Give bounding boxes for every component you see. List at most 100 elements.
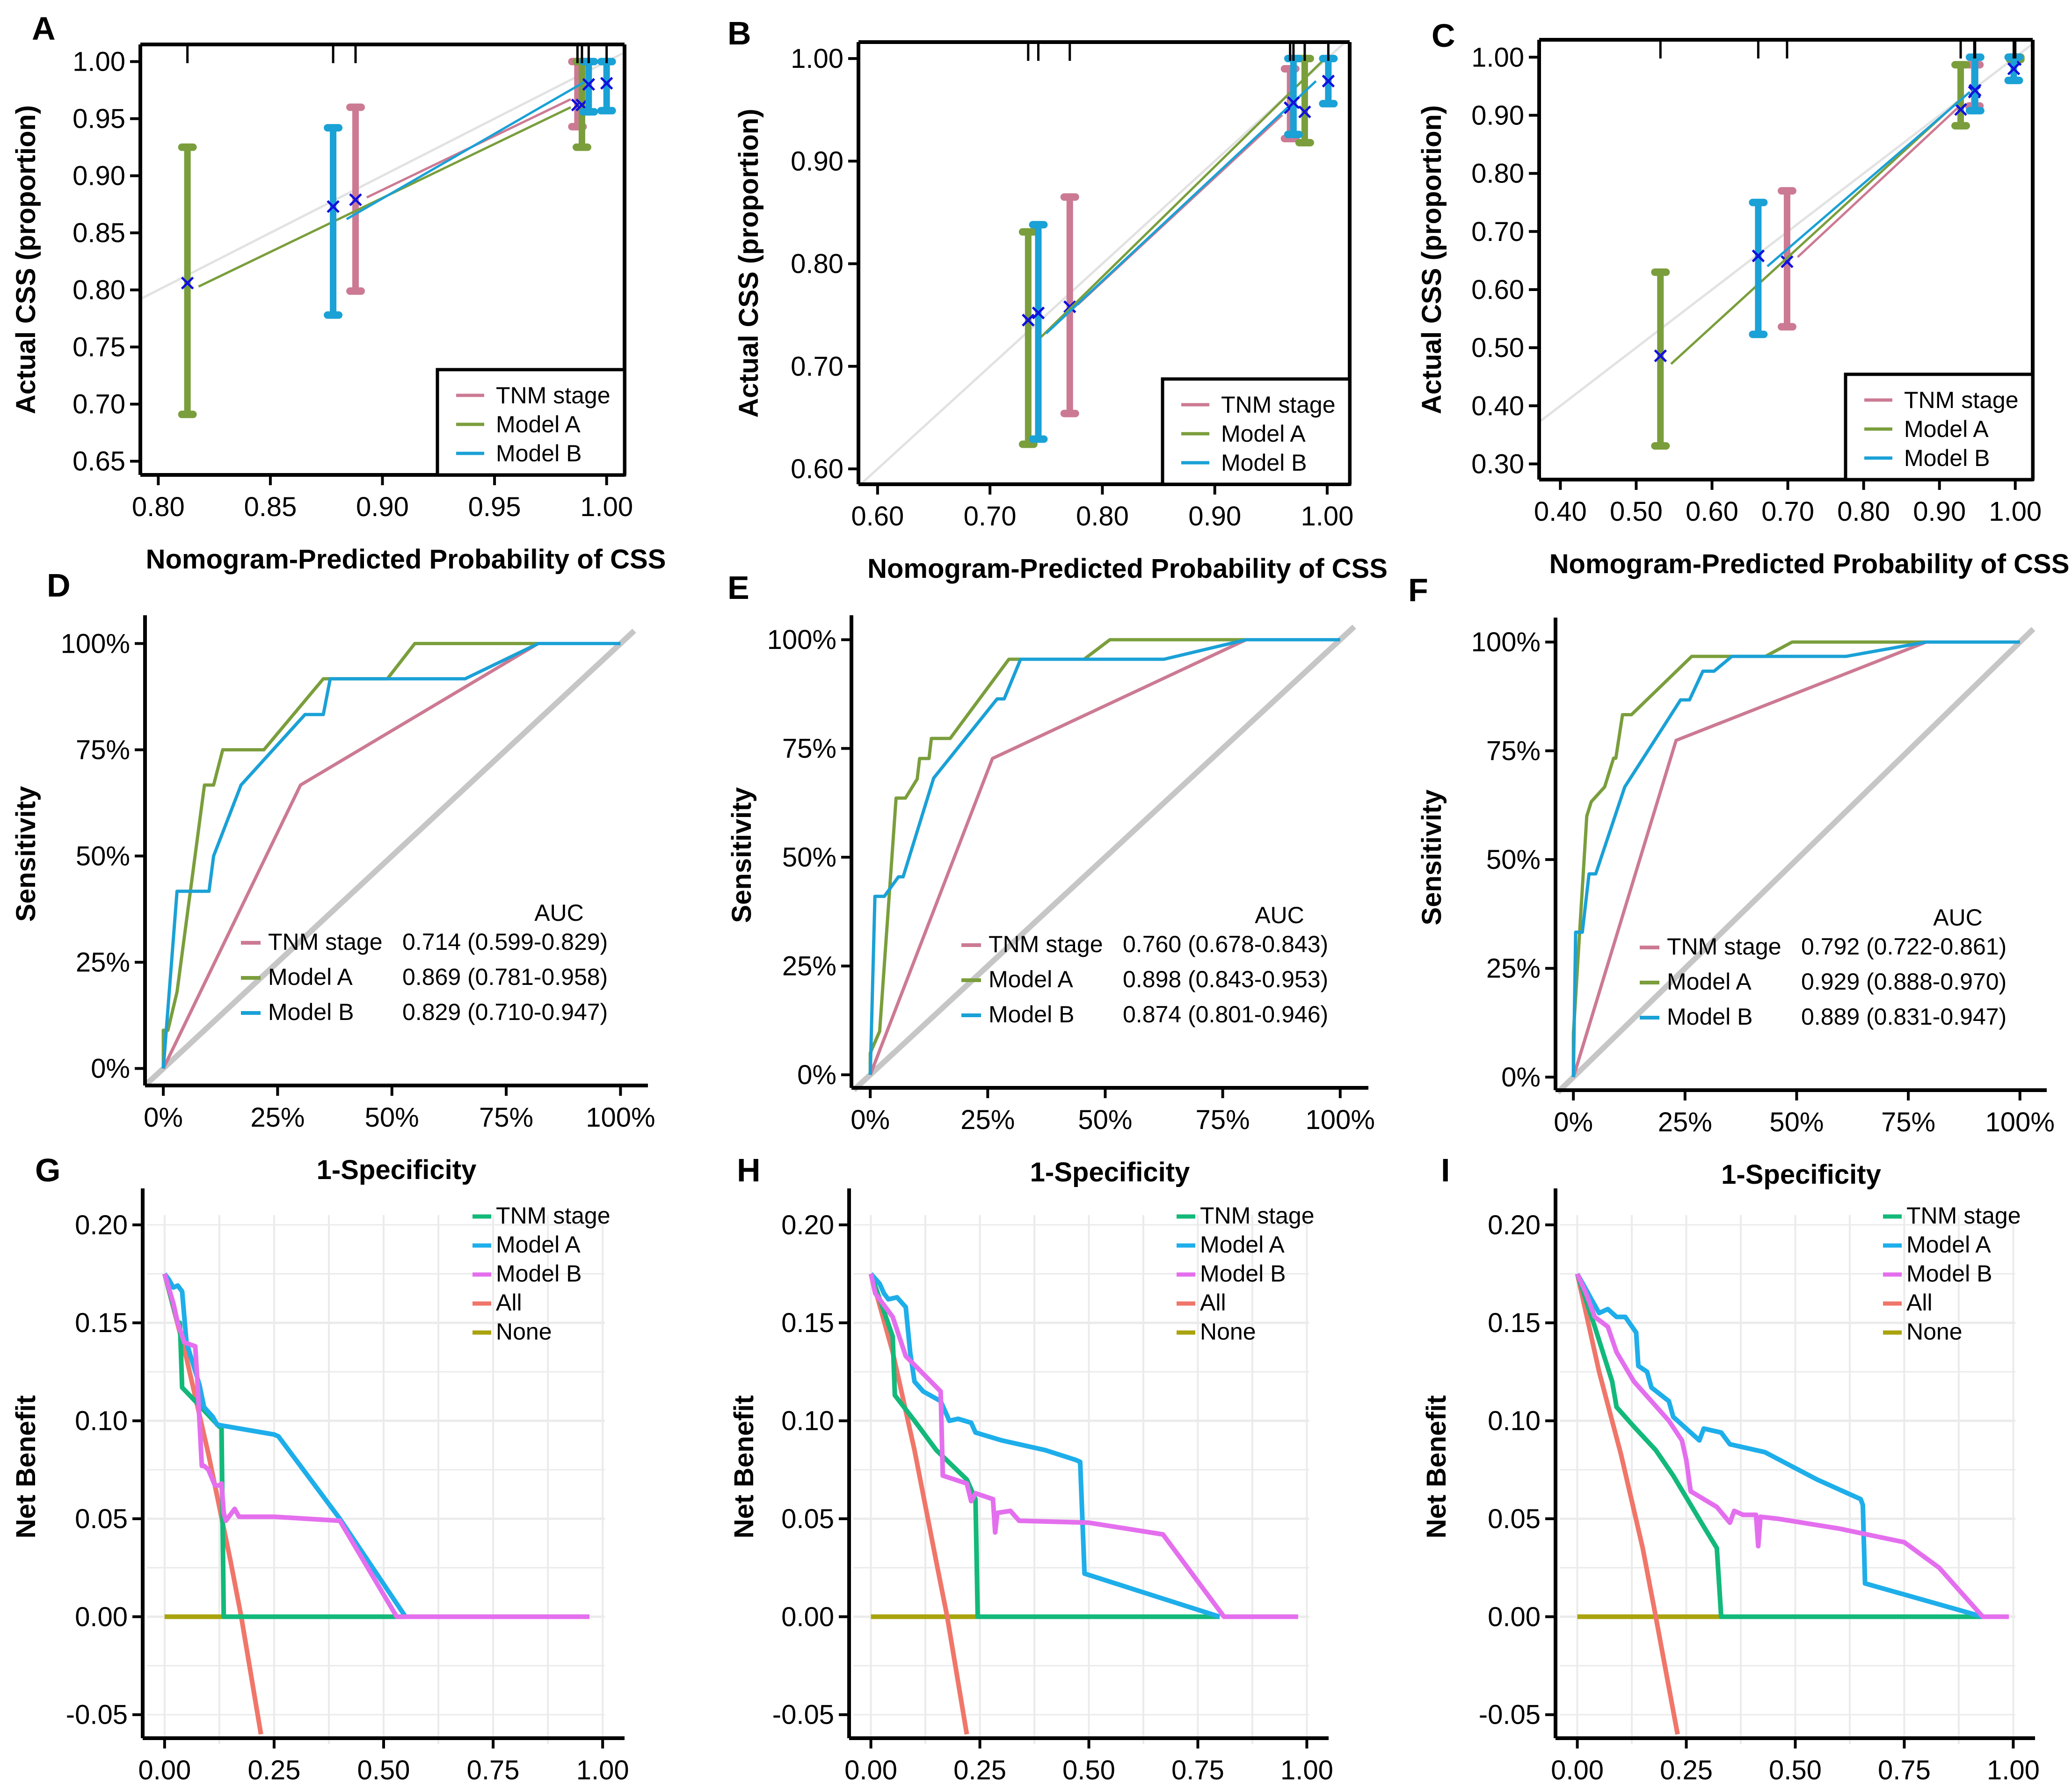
- legend-label: TNM stage: [496, 382, 611, 408]
- point-marker: [1752, 249, 1765, 262]
- y-tick-label: 0.70: [73, 389, 125, 420]
- x-tick-label: 1.00: [576, 1755, 629, 1785]
- point-marker: [1298, 105, 1311, 118]
- panel-i: -0.05 0.00 0.05 0.10 0.15 0.20 0.00 0.25 0.50 0.7…: [1421, 1152, 2040, 1785]
- y-tick-label: 25%: [76, 947, 130, 978]
- roc-curve-model-b: [1571, 640, 2020, 1078]
- x-tick-label: 0.90: [1188, 501, 1241, 532]
- auc-value: 0.889 (0.831-0.947): [1801, 1004, 2007, 1030]
- plot-area: [140, 51, 625, 418]
- x-tick-label: 0.50: [1769, 1755, 1822, 1785]
- series-model-b: [1749, 53, 2023, 338]
- point-marker: [1322, 74, 1335, 88]
- rug-ticks: [1027, 42, 1330, 61]
- x-tick-label: 0.00: [844, 1755, 897, 1785]
- plot-area: [868, 1272, 1298, 1735]
- y-tick-label: 0.90: [791, 146, 843, 176]
- point-marker: [181, 277, 194, 290]
- legend-label: TNM stage: [1221, 392, 1336, 418]
- point-marker: [1287, 96, 1300, 109]
- x-axis-title: 1-Specificity: [1030, 1157, 1190, 1187]
- auc-value: 0.874 (0.801-0.946): [1123, 1001, 1328, 1027]
- dca-curve-model-a: [869, 1272, 1221, 1619]
- legend-label: Model A: [1221, 421, 1306, 447]
- x-tick-label: 50%: [1769, 1107, 1824, 1137]
- y-tick-label: 0.15: [781, 1308, 834, 1338]
- x-tick-label: 75%: [1196, 1105, 1250, 1135]
- fit-line: [1767, 91, 1971, 268]
- y-tick-label: 25%: [782, 951, 836, 982]
- y-tick-label: 0.95: [73, 104, 125, 134]
- x-tick-label: 0.40: [1534, 496, 1587, 527]
- x-tick-label: 75%: [1881, 1107, 1935, 1137]
- panel-h: -0.05 0.00 0.05 0.10 0.15 0.20 0.00 0.25 0.50 0.7…: [729, 1152, 1333, 1785]
- series-tnm-stage: [346, 58, 587, 295]
- y-tick-label: 0.70: [791, 351, 843, 382]
- y-axis-title: Net Benefit: [11, 1395, 41, 1538]
- panel-c: 0.30 0.40 0.50 0.60 0.70 0.80 0.90 1.00 0.40 0.50…: [1417, 17, 2069, 579]
- y-tick-label: 50%: [76, 841, 130, 872]
- x-tick-label: 25%: [1658, 1107, 1712, 1137]
- panel-g: -0.05 0.00 0.05 0.10 0.15 0.20 0.00 0.25 0.50 0.7…: [11, 1152, 629, 1785]
- x-tick-label: 0.95: [468, 492, 521, 522]
- x-tick-label: 0.00: [1551, 1755, 1604, 1785]
- legend-label: Model A: [1904, 416, 1989, 442]
- fit-line: [346, 81, 585, 220]
- panel-letter: A: [32, 10, 56, 47]
- panel-a: 0.65 0.70 0.75 0.80 0.85 0.90 0.95 1.00 0.80 0.85…: [11, 10, 666, 575]
- y-tick-label: 0.10: [75, 1406, 128, 1436]
- x-tick-label: 1.00: [1280, 1755, 1333, 1785]
- dca-curve-model-b: [1575, 1273, 2009, 1619]
- auc-legend: AUC TNM stage 0.792 (0.722-0.861) Model A 0.…: [1640, 904, 2007, 1030]
- dca-curve-tnm-stage: [1575, 1273, 1983, 1619]
- y-tick-label: 0.80: [1471, 159, 1524, 189]
- legend-label: None: [496, 1319, 552, 1345]
- x-tick-label: 1.00: [1989, 496, 2042, 527]
- x-tick-label: 100%: [586, 1102, 655, 1133]
- panel-letter: E: [727, 569, 749, 606]
- y-tick-label: 0.70: [1471, 217, 1524, 247]
- dca-curve-model-a: [162, 1272, 407, 1618]
- x-axis-title: 1-Specificity: [317, 1155, 477, 1185]
- x-tick-label: 0.75: [1878, 1755, 1931, 1785]
- x-tick-label: 0.70: [964, 501, 1017, 532]
- legend-box: [1844, 372, 2035, 481]
- x-tick-label: 0.70: [1761, 496, 1814, 527]
- y-tick-label: 0.85: [73, 218, 125, 248]
- x-tick-label: 0.00: [138, 1755, 191, 1785]
- y-tick-label: 100%: [61, 628, 130, 659]
- y-tick-label: 0.80: [73, 275, 125, 306]
- y-tick-label: 0.00: [781, 1602, 834, 1632]
- x-axis-title: Nomogram-Predicted Probability of CSS: [146, 544, 666, 575]
- y-tick-label: 0.90: [1471, 100, 1524, 131]
- dca-curve-tnm-stage: [868, 1273, 1220, 1619]
- rug-ticks: [1659, 40, 2017, 58]
- x-tick-label: 0.25: [953, 1755, 1006, 1785]
- y-axis-title: Actual CSS (proportion): [11, 105, 41, 415]
- auc-value: 0.869 (0.781-0.958): [402, 964, 608, 990]
- y-tick-label: 0.15: [75, 1308, 128, 1338]
- fit-line: [1039, 58, 1326, 340]
- dca-curve-model-b: [162, 1273, 590, 1619]
- legend-label: Model B: [1904, 445, 1990, 471]
- y-axis-title: Net Benefit: [1421, 1395, 1452, 1538]
- ideal-line: [140, 51, 625, 300]
- point-marker: [1969, 84, 1982, 97]
- point-marker: [1063, 300, 1076, 313]
- y-tick-label: 0.00: [1488, 1602, 1541, 1632]
- legend-label: None: [1906, 1319, 1963, 1345]
- x-tick-label: 0.90: [356, 492, 409, 522]
- x-tick-label: 25%: [960, 1105, 1015, 1135]
- panel-letter: F: [1408, 572, 1428, 608]
- legend-label: Model A: [496, 1231, 581, 1258]
- x-tick-label: 100%: [1306, 1105, 1375, 1135]
- point-marker: [1954, 103, 1967, 116]
- plot-area: [1539, 43, 2033, 450]
- auc-value: 0.760 (0.678-0.843): [1123, 931, 1328, 957]
- auc-value: 0.829 (0.710-0.947): [402, 999, 608, 1025]
- y-tick-label: 75%: [76, 735, 130, 765]
- y-tick-label: 1.00: [1471, 42, 1524, 73]
- x-tick-label: 0.85: [244, 492, 297, 522]
